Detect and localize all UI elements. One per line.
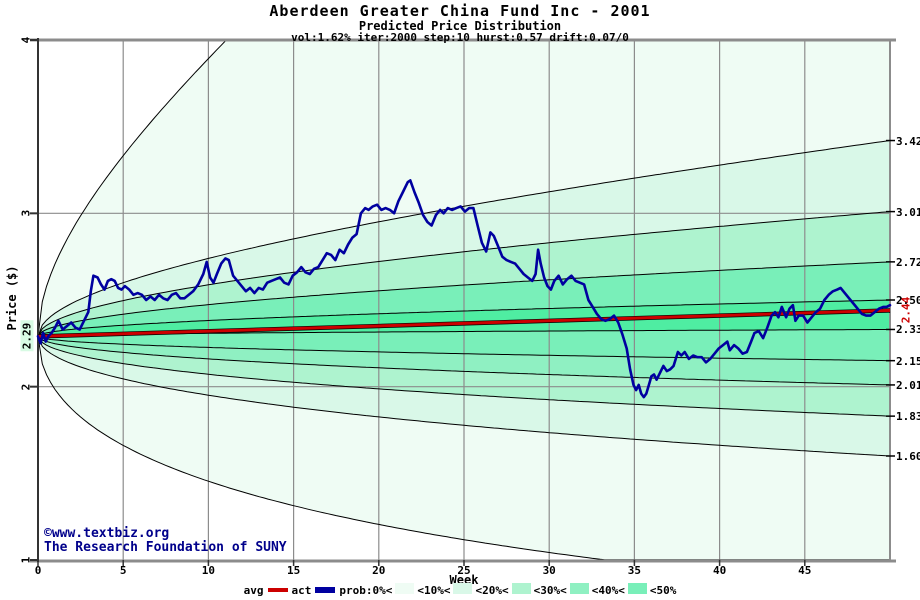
watermark-org: The Research Foundation of SUNY xyxy=(44,540,287,555)
right-quantile-label: 2.33 xyxy=(896,323,920,337)
right-quantile-label: 2.72 xyxy=(896,255,920,269)
legend-band-label: <40%< xyxy=(591,584,625,597)
right-quantile-label: 1.60 xyxy=(896,450,920,463)
y-axis-title: Price ($) xyxy=(5,265,19,331)
x-tick-label: 20 xyxy=(372,564,386,577)
right-quantile-label: 1.83 xyxy=(896,410,920,424)
legend: avg act prob:0%< <10%< <20%< <30%< <40%< <50… xyxy=(0,583,920,597)
watermark: ©www.textbiz.org The Research Foundation… xyxy=(44,527,287,555)
legend-band-label: <30%< xyxy=(533,584,567,597)
legend-band-swatch xyxy=(511,583,531,594)
x-tick-label: 40 xyxy=(712,564,727,577)
y-tick-label: 4 xyxy=(19,36,33,44)
right-quantile-label: 2.01 xyxy=(896,378,920,392)
fan-boundary-line xyxy=(37,299,891,337)
fan-boundary-line xyxy=(37,261,891,337)
legend-band-swatch xyxy=(453,583,473,594)
legend-band-label: <20%< xyxy=(475,584,509,597)
x-tick-label: 25 xyxy=(457,564,471,577)
act-line xyxy=(36,179,892,399)
start-price-label: 2.29 xyxy=(20,321,34,352)
watermark-url: ©www.textbiz.org xyxy=(44,526,170,541)
right-quantile-label: 3.42 xyxy=(896,134,920,148)
right-quantile-label: 3.01 xyxy=(896,205,920,219)
fan-boundary-line xyxy=(37,336,891,417)
legend-act-swatch xyxy=(315,587,336,593)
y-tick-label: 1 xyxy=(19,556,33,564)
fan-boundary-line xyxy=(37,336,891,386)
right-quantile-label: 2.50 xyxy=(896,294,920,307)
legend-band-swatches: <10%< <20%< <30%< <40%< <50% xyxy=(392,583,676,597)
legend-act-label: act xyxy=(291,583,312,597)
y-tick-label: 3 xyxy=(19,210,33,217)
right-quantile-label: 2.15 xyxy=(896,354,920,368)
x-tick-label: 35 xyxy=(627,564,642,577)
legend-band-label: <10%< xyxy=(417,584,451,597)
legend-avg-swatch xyxy=(267,588,288,592)
page-title: Aberdeen Greater China Fund Inc - 2001 xyxy=(269,2,651,20)
legend-band-swatch xyxy=(395,583,415,594)
fan-boundary-line xyxy=(37,140,891,337)
x-tick-label: 45 xyxy=(798,564,812,577)
fan-boundary-line xyxy=(37,336,891,457)
avg-line xyxy=(37,308,891,338)
legend-avg-label: avg xyxy=(243,583,264,597)
page-subtitle: Predicted Price Distribution xyxy=(358,19,562,33)
fan-boundary-line xyxy=(37,211,891,337)
y-tick-label: 2 xyxy=(19,383,33,390)
legend-prob-label: prob:0%< xyxy=(339,583,393,597)
legend-band-swatch xyxy=(627,583,647,594)
x-tick-label: 5 xyxy=(119,564,127,577)
fan-boundary-line xyxy=(37,335,891,362)
legend-band-label: <50% xyxy=(649,584,677,597)
simulation-params: vol:1.62% iter:2000 step:10 hurst:0.57 d… xyxy=(291,31,629,44)
x-tick-label: 30 xyxy=(542,564,556,577)
x-tick-label: 0 xyxy=(34,564,42,577)
legend-band-swatch xyxy=(569,583,589,594)
x-tick-label: 10 xyxy=(201,564,216,577)
x-tick-label: 15 xyxy=(286,564,301,577)
